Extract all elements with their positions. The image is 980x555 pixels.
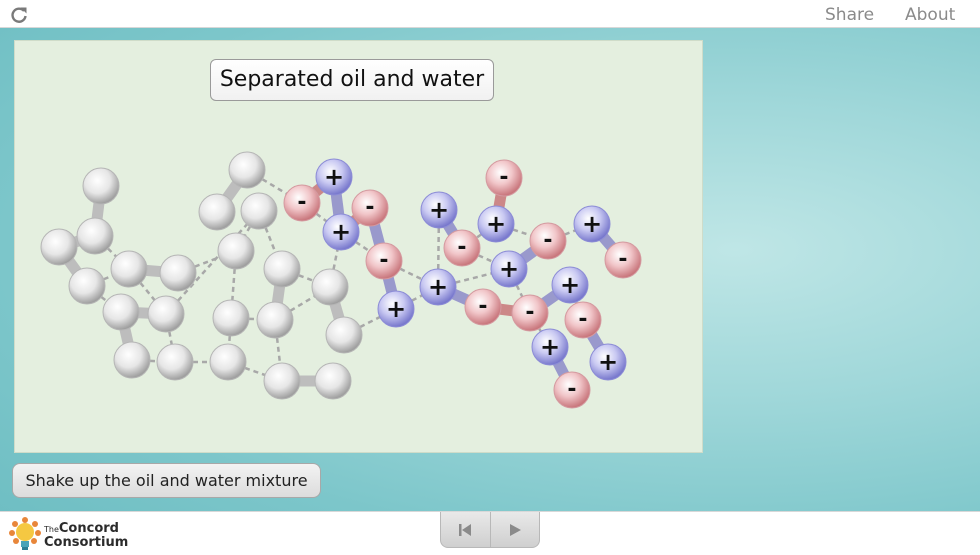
logo-line1: Concord [58,521,119,536]
simulation-canvas[interactable] [14,40,703,453]
step-back-button[interactable] [441,512,491,548]
about-link[interactable]: About [905,5,956,25]
shake-mixture-button[interactable]: Shake up the oil and water mixture [12,463,321,498]
logo-small-text: The [44,525,59,534]
bottom-bar: TheConcord Consortium [0,511,980,555]
play-button[interactable] [491,512,541,548]
logo-wordmark: TheConcord Consortium [44,522,128,549]
step-back-icon [459,524,471,536]
top-bar: Share About [0,0,980,28]
model-title: Separated oil and water [210,59,494,101]
playback-controls [440,512,540,548]
share-link[interactable]: Share [825,5,875,25]
lightbulb-icon [9,517,41,550]
play-icon [510,524,521,536]
logo-line2: Consortium [44,535,129,550]
reload-icon[interactable] [10,6,28,24]
concord-logo[interactable]: TheConcord Consortium [8,516,138,552]
